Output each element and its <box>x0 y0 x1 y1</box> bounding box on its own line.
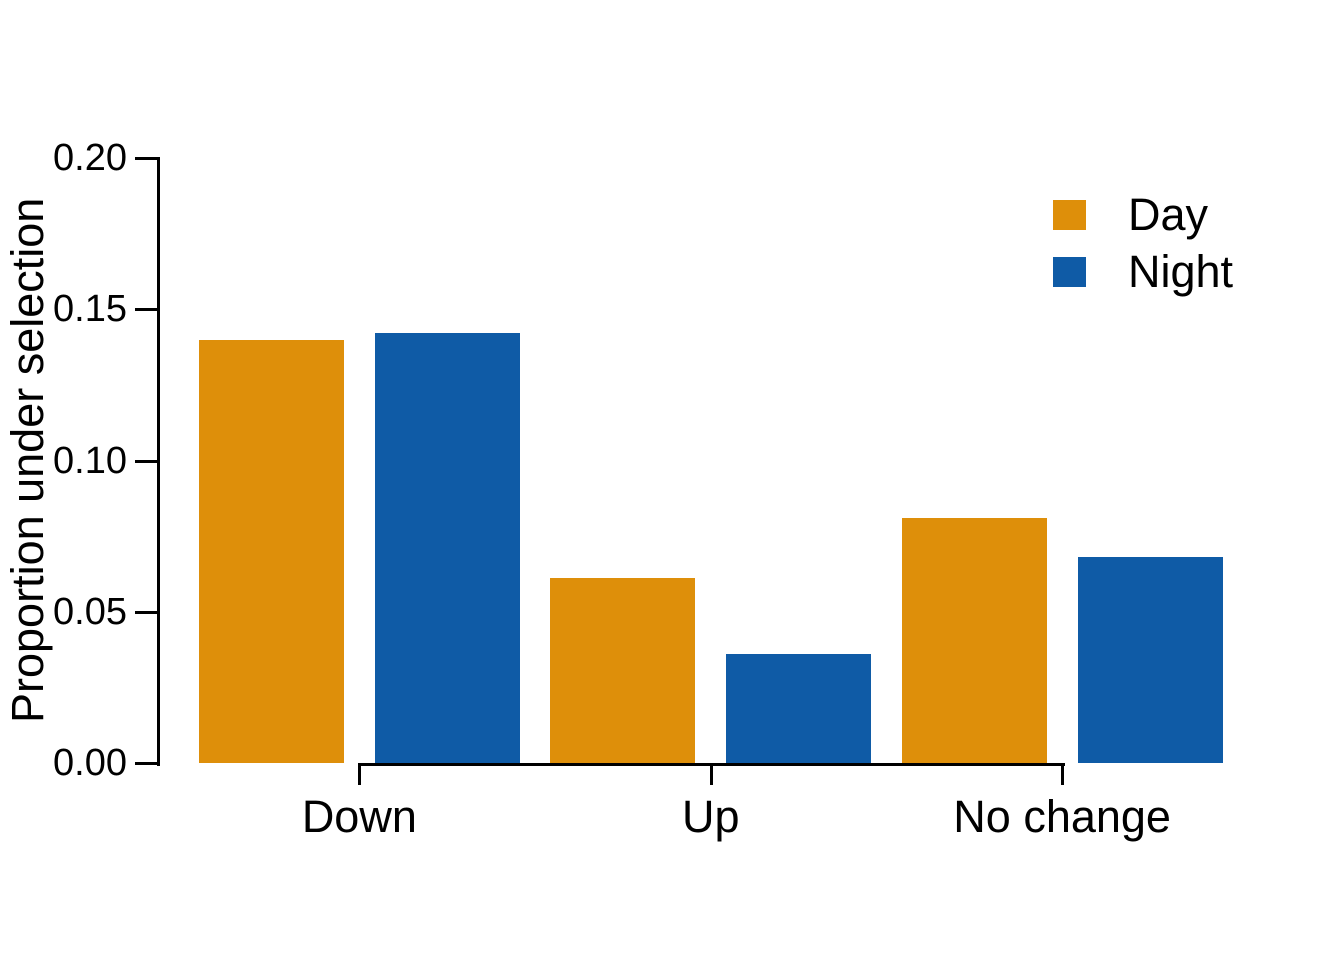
y-tick <box>135 762 157 765</box>
y-tick-label: 0.00 <box>53 742 127 784</box>
x-category-label: No change <box>953 791 1171 842</box>
bar-no-change-night <box>1077 557 1223 763</box>
legend-swatch-night-icon <box>1053 256 1086 287</box>
y-tick <box>135 459 157 463</box>
x-tick <box>358 763 362 785</box>
bar-up-day <box>550 578 696 763</box>
x-category-label: Up <box>681 791 740 842</box>
bar-down-day <box>199 339 344 763</box>
legend-label-night: Night <box>1128 246 1234 297</box>
y-tick-label: 0.15 <box>53 288 127 331</box>
y-tick-label: 0.10 <box>53 439 127 482</box>
y-tick-label: 0.05 <box>53 590 127 633</box>
legend-item-night: Night <box>1053 243 1233 300</box>
bar-no-change-day <box>901 517 1047 763</box>
y-tick <box>135 157 157 160</box>
y-tick <box>135 308 157 312</box>
y-tick <box>135 610 157 614</box>
legend-label-day: Day <box>1128 189 1209 240</box>
legend: Day Night <box>1053 186 1233 300</box>
x-tick <box>1061 763 1065 785</box>
bar-up-night <box>726 654 872 763</box>
y-tick-label: 0.20 <box>53 137 127 179</box>
legend-swatch-day-icon <box>1053 199 1086 230</box>
bar-down-night <box>374 333 520 763</box>
x-category-label: Down <box>301 791 417 842</box>
y-axis-line <box>157 157 160 766</box>
legend-item-day: Day <box>1053 186 1233 243</box>
x-tick <box>709 763 713 785</box>
